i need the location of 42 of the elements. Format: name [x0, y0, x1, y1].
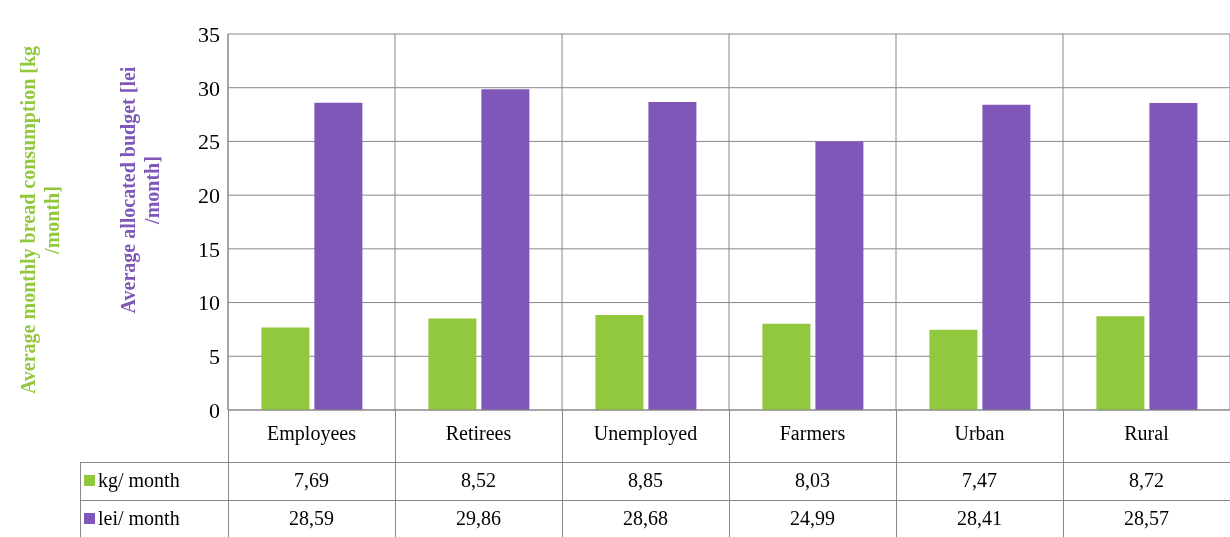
y-tick-label: 25 — [198, 129, 220, 155]
y-tick-label: 35 — [198, 21, 220, 47]
x-tick-label: Unemployed — [593, 422, 698, 446]
data-label: 28,41 — [956, 505, 1003, 531]
legend-label: lei/ month — [97, 505, 180, 531]
y-tick-label: 10 — [198, 290, 220, 316]
data-label: 28,59 — [288, 505, 335, 531]
text: Average monthly bread consumption [kg /month] — [16, 44, 64, 397]
bar — [815, 141, 864, 410]
data-label: 8,72 — [1128, 468, 1165, 494]
bar — [314, 102, 363, 410]
bar — [648, 101, 697, 410]
bar — [595, 314, 644, 410]
y-tick-label: 15 — [198, 236, 220, 262]
x-tick-label: Rural — [1124, 422, 1170, 445]
x-tick-label: Employees — [267, 422, 357, 446]
bar — [261, 327, 310, 410]
y-tick-label: 5 — [209, 344, 220, 370]
bar — [762, 323, 811, 410]
y-tick-label: 30 — [198, 75, 220, 101]
bar — [481, 89, 530, 410]
data-label: 29,86 — [455, 505, 502, 531]
bar — [1096, 316, 1145, 410]
data-label: 8,52 — [460, 468, 497, 494]
bar — [982, 104, 1031, 410]
data-label: 8,03 — [794, 468, 831, 494]
data-label: 7,69 — [293, 468, 330, 494]
data-label: 8,85 — [627, 468, 664, 494]
data-label: 28,57 — [1123, 505, 1170, 531]
x-tick-label: Urban — [954, 422, 1005, 445]
y-tick-label: 20 — [198, 182, 220, 208]
x-tick-label: Farmers — [779, 422, 846, 445]
legend-label: kg/ month — [97, 468, 180, 494]
bar — [428, 318, 477, 410]
bar — [929, 329, 978, 410]
data-label: 24,99 — [789, 505, 836, 531]
data-label: 7,47 — [961, 468, 998, 494]
y-axis-title: Average allocated budget [lei /month] — [116, 65, 164, 316]
x-tick-label: Retirees — [445, 422, 512, 445]
y-tick-label: 0 — [209, 397, 220, 423]
data-label: 28,68 — [622, 505, 669, 531]
bar — [1149, 103, 1198, 410]
